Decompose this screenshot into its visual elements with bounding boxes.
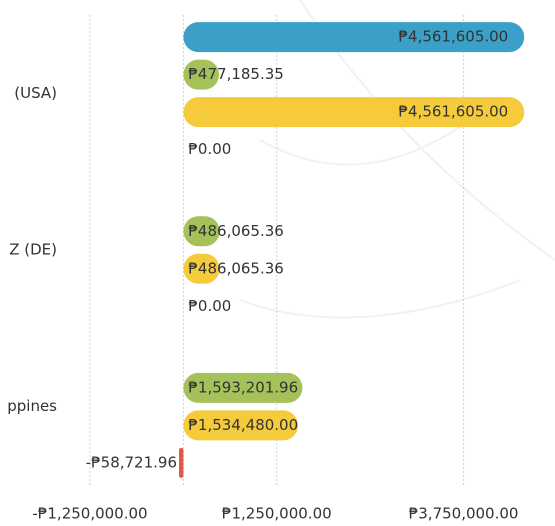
chart: -₱1,250,000.00 ₱1,250,000.00 ₱3,750,000.00…	[0, 0, 555, 526]
value-label: ₱477,185.35	[188, 65, 283, 83]
value-label: ₱486,065.36	[188, 222, 283, 240]
value-label: -₱58,721.96	[86, 453, 177, 471]
value-label: ₱0.00	[188, 140, 231, 158]
x-tick-label: -₱1,250,000.00	[32, 505, 147, 523]
value-label: ₱1,593,201.96	[188, 378, 298, 396]
x-tick-label: ₱1,250,000.00	[222, 505, 332, 523]
value-label: ₱4,561,605.00	[398, 103, 508, 121]
y-tick-label: ppines	[7, 397, 57, 415]
value-label: ₱0.00	[188, 297, 231, 315]
bar	[179, 448, 183, 478]
value-label: ₱1,534,480.00	[188, 416, 298, 434]
x-tick-label: ₱3,750,000.00	[409, 505, 519, 523]
value-label: ₱486,065.36	[188, 259, 283, 277]
value-label: ₱4,561,605.00	[398, 28, 508, 46]
y-tick-label: (USA)	[14, 84, 57, 102]
y-tick-label: Z (DE)	[9, 241, 57, 259]
